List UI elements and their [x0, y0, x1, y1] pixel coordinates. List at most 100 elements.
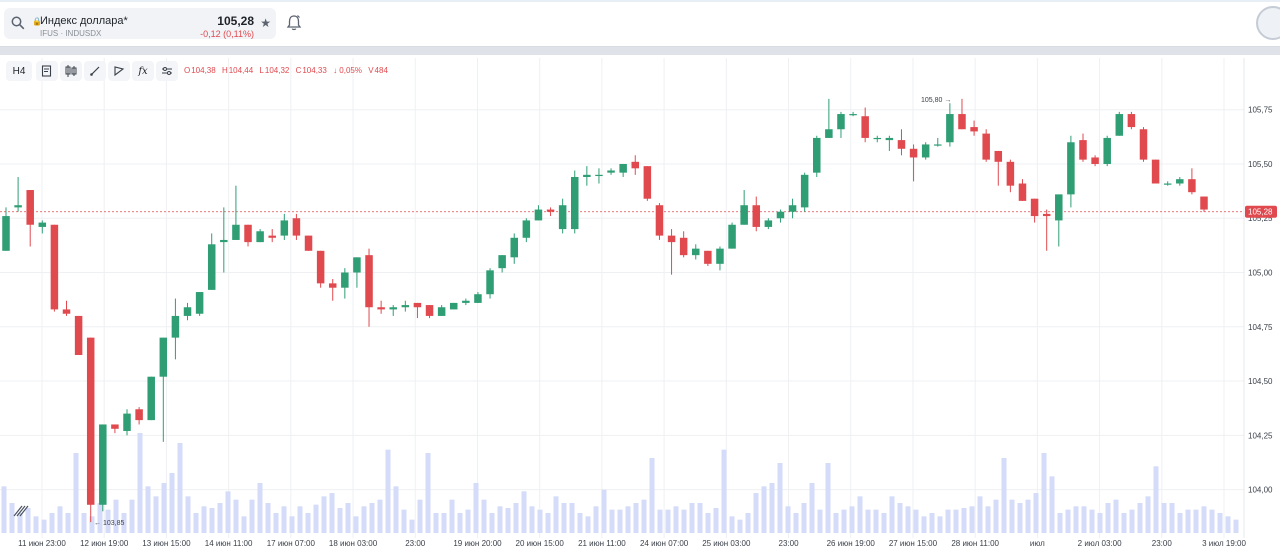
volume-bar	[41, 519, 47, 533]
volume-bar	[217, 503, 223, 533]
candle-down	[1151, 159, 1160, 184]
avatar[interactable]	[1256, 6, 1280, 40]
candle-up	[486, 270, 494, 295]
volume-bar	[985, 506, 991, 533]
search-icon[interactable]	[11, 16, 25, 30]
x-tick-label: 2 июл 03:00	[1078, 539, 1122, 548]
volume-bar	[449, 499, 455, 533]
volume-bar	[1233, 519, 1239, 533]
volume-bar	[193, 513, 199, 533]
x-tick-label: 23:00	[405, 539, 426, 548]
volume-bar	[65, 513, 71, 533]
volume-bar	[561, 503, 567, 533]
interval-button[interactable]: H4	[6, 61, 32, 81]
volume-bar	[9, 503, 15, 533]
volume-bar	[953, 509, 959, 533]
volume-bar	[961, 508, 967, 533]
candle-down	[50, 224, 59, 310]
volume-bar	[1113, 499, 1119, 533]
candle-down	[1030, 198, 1039, 217]
volume-bar	[697, 503, 703, 533]
volume-bar	[209, 508, 215, 533]
volume-bar	[929, 513, 935, 533]
volume-bar	[1121, 513, 1127, 533]
candle-up	[800, 174, 809, 208]
candle-down	[546, 209, 555, 212]
candle-down	[704, 250, 712, 264]
candle-down	[1091, 157, 1099, 164]
volume-bar	[241, 516, 247, 533]
candle-up	[558, 205, 567, 230]
candle-down	[958, 114, 966, 130]
chart-panel	[0, 55, 1280, 555]
instrument-selector[interactable]: 🔒 Индекс доллара* IFUS · INDUSDX 105,28 …	[4, 8, 276, 39]
volume-bar	[1209, 509, 1215, 533]
volume-bar	[177, 443, 183, 533]
volume-bar	[1, 486, 7, 533]
candle-down	[861, 116, 869, 138]
candle-down	[909, 148, 918, 158]
volume-bar	[257, 483, 263, 533]
bell-icon[interactable]	[286, 14, 302, 32]
volume-bar	[225, 491, 231, 533]
fx-icon[interactable]: fx	[132, 61, 154, 81]
candle-up	[99, 424, 107, 505]
min-price-annotation: ← 103,85	[94, 520, 124, 527]
candle-up	[825, 129, 833, 138]
draw-line-icon[interactable]	[84, 61, 106, 81]
scroll-handle-stroke	[13, 505, 23, 517]
candles-icon[interactable]	[60, 61, 82, 81]
x-tick-label: 19 июн 20:00	[453, 539, 502, 548]
volume-bar	[1161, 503, 1167, 533]
volume-bar	[521, 491, 527, 533]
candle-down	[679, 237, 688, 256]
volume-bar	[361, 506, 367, 533]
candle-down	[752, 205, 761, 227]
indicators-icon[interactable]	[36, 61, 58, 81]
volume-bar	[353, 516, 359, 533]
candle-down	[26, 190, 34, 225]
scroll-handle-icon[interactable]	[13, 505, 29, 517]
volume-bar	[273, 513, 279, 533]
volume-bar	[641, 499, 647, 533]
settings-icon[interactable]	[156, 61, 178, 81]
draw-shape-icon[interactable]	[108, 61, 130, 81]
candle-down	[86, 337, 95, 505]
ohlc-volume: 484	[374, 66, 388, 75]
volume-bar	[545, 513, 551, 533]
candle-up	[934, 144, 942, 146]
volume-bar	[105, 509, 111, 533]
volume-bar	[97, 503, 103, 533]
volume-bar	[665, 509, 671, 533]
candle-up	[159, 337, 168, 377]
candle-down	[292, 218, 301, 236]
volume-bar	[1089, 509, 1095, 533]
instrument-name: Индекс доллара*	[40, 15, 128, 27]
volume-bar	[1009, 499, 1015, 533]
volume-bar	[609, 509, 615, 533]
volume-bar	[473, 483, 479, 533]
candle-up	[474, 294, 482, 303]
y-tick-label: 105,75	[1248, 106, 1273, 115]
candle-up	[522, 220, 531, 238]
x-tick-label: 11 июн 23:00	[18, 539, 66, 548]
candle-down	[897, 140, 906, 149]
volume-bar	[1049, 476, 1055, 533]
star-icon[interactable]: ★	[260, 16, 271, 30]
volume-bar	[1225, 516, 1231, 533]
candle-down	[74, 315, 83, 355]
volume-bar	[945, 509, 951, 533]
candle-up	[123, 413, 131, 431]
candle-down	[1079, 140, 1087, 160]
volume-bar	[201, 506, 207, 533]
candle-up	[232, 224, 240, 240]
candle-up	[728, 224, 736, 249]
volume-bar	[729, 516, 735, 533]
volume-bar	[497, 506, 503, 533]
candle-down	[62, 309, 71, 314]
candle-up	[38, 222, 47, 227]
candle-down	[1006, 161, 1015, 186]
candle-up	[401, 305, 410, 308]
top-bar: 🔒 Индекс доллара* IFUS · INDUSDX 105,28 …	[0, 0, 1280, 47]
